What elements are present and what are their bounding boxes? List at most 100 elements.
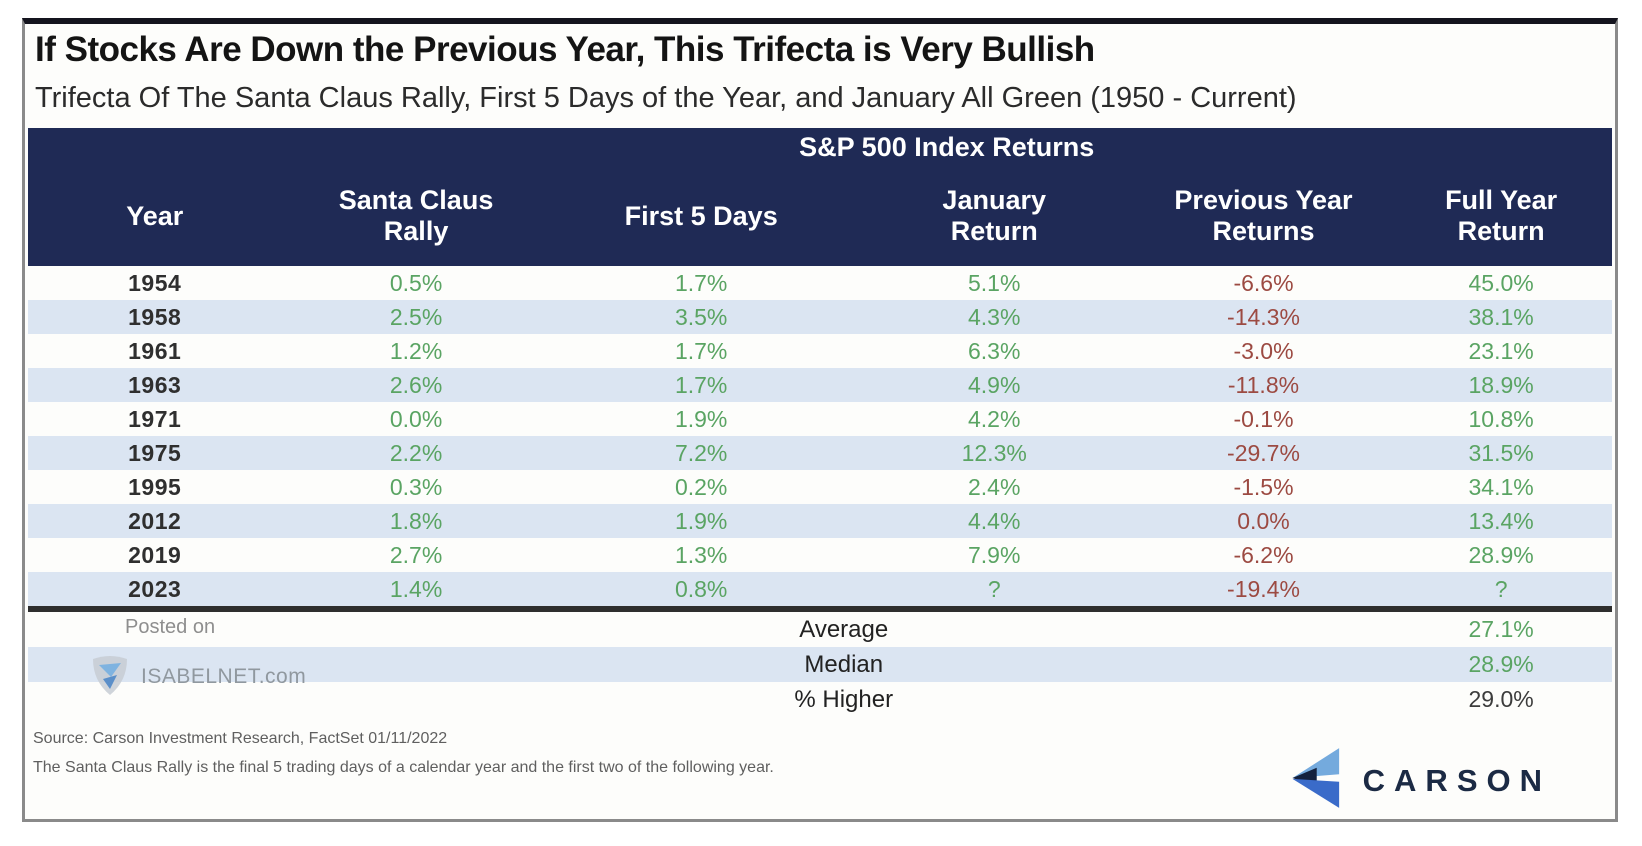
group-header-label: S&P 500 Index Returns bbox=[281, 128, 1612, 166]
cell-year: 2019 bbox=[128, 542, 182, 568]
column-header-full-year-return: Full Year Return bbox=[1390, 166, 1612, 266]
cell-value: -29.7% bbox=[1136, 436, 1391, 470]
cell-value: -14.3% bbox=[1136, 300, 1391, 334]
cell-value: 7.9% bbox=[967, 542, 1021, 568]
table-row: 1963 2.6% 1.7% 4.9% -11.8% 18.9% bbox=[28, 368, 1612, 402]
cell-value: 12.3% bbox=[851, 436, 1137, 470]
cell-value: 2.6% bbox=[281, 368, 551, 402]
definition-line: The Santa Claus Rally is the final 5 tra… bbox=[33, 759, 774, 776]
page-title: If Stocks Are Down the Previous Year, Th… bbox=[35, 30, 1095, 69]
cell-value: 6.3% bbox=[967, 338, 1021, 364]
cell-year: 1975 bbox=[28, 436, 282, 470]
cell-value: 1.7% bbox=[674, 338, 728, 364]
page-subtitle: Trifecta Of The Santa Claus Rally, First… bbox=[35, 82, 1297, 114]
summary-row: % Higher 29.0% bbox=[28, 682, 1612, 717]
cell-year: 1958 bbox=[28, 300, 282, 334]
cell-value: 45.0% bbox=[1468, 270, 1534, 296]
table-frame: If Stocks Are Down the Previous Year, Th… bbox=[22, 18, 1618, 822]
cell-value: 2.5% bbox=[281, 300, 551, 334]
cell-year: 1971 bbox=[128, 406, 182, 432]
cell-value: 23.1% bbox=[1468, 338, 1534, 364]
cell-value: ? bbox=[851, 572, 1137, 612]
summary-spacer bbox=[281, 647, 551, 682]
isabelnet-logo-icon bbox=[87, 651, 133, 702]
cell-year: 1995 bbox=[128, 474, 182, 500]
cell-value: 0.5% bbox=[389, 270, 443, 296]
summary-spacer bbox=[281, 682, 550, 717]
summary-value: 29.0% bbox=[1468, 686, 1534, 712]
cell-value: 0.0% bbox=[389, 406, 443, 432]
watermark-posted-on: Posted on bbox=[125, 616, 216, 638]
cell-value: 1.3% bbox=[674, 542, 728, 568]
table-row: 1961 1.2% 1.7% 6.3% -3.0% 23.1% bbox=[28, 334, 1612, 368]
cell-value: -6.2% bbox=[1233, 542, 1294, 568]
cell-value: 4.2% bbox=[967, 406, 1021, 432]
summary-row: Median 28.9% bbox=[28, 647, 1612, 682]
column-header-year: Year bbox=[28, 166, 282, 266]
summary-spacer bbox=[1137, 682, 1390, 717]
source-line: Source: Carson Investment Research, Fact… bbox=[33, 730, 448, 747]
cell-value: 1.7% bbox=[674, 270, 728, 296]
summary-spacer bbox=[1137, 609, 1390, 647]
summary-spacer bbox=[281, 609, 550, 647]
cell-year: 2023 bbox=[28, 572, 282, 612]
table-body: 1954 0.5% 1.7% 5.1% -6.6% 45.0% 1958 2.5% 3.5% 4.… bbox=[28, 266, 1612, 612]
cell-value: 2.4% bbox=[967, 474, 1021, 500]
table-row: 1958 2.5% 3.5% 4.3% -14.3% 38.1% bbox=[28, 300, 1612, 334]
summary-value: 28.9% bbox=[1390, 647, 1612, 682]
table-header: S&P 500 Index Returns Year Santa Claus R… bbox=[28, 128, 1612, 266]
table-row: 2023 1.4% 0.8%? -19.4%? bbox=[28, 572, 1612, 612]
cell-value: -0.1% bbox=[1233, 406, 1294, 432]
cell-value: 2.2% bbox=[281, 436, 551, 470]
table-row: 1995 0.3% 0.2% 2.4% -1.5% 34.1% bbox=[28, 470, 1612, 504]
cell-value: -3.0% bbox=[1233, 338, 1294, 364]
cell-value: 34.1% bbox=[1468, 474, 1534, 500]
cell-year: 1963 bbox=[28, 368, 282, 402]
summary-label: Median bbox=[550, 647, 1137, 682]
table-row: 1954 0.5% 1.7% 5.1% -6.6% 45.0% bbox=[28, 266, 1612, 300]
cell-year: 1954 bbox=[128, 270, 182, 296]
cell-value: -6.6% bbox=[1233, 270, 1294, 296]
watermark-site-label: ISABELNET.com bbox=[141, 664, 307, 688]
cell-value: 10.8% bbox=[1468, 406, 1534, 432]
cell-value: 1.7% bbox=[550, 368, 852, 402]
column-header-row: Year Santa Claus Rally First 5 Days Janu… bbox=[28, 166, 1612, 266]
table-summary: Average 27.1% Median 28.9% % Higher 29.0% bbox=[28, 609, 1612, 717]
column-header-previous-year-returns: Previous Year Returns bbox=[1136, 166, 1391, 266]
column-header-january-return: January Return bbox=[851, 166, 1137, 266]
group-header-spacer bbox=[28, 128, 282, 166]
cell-value: 4.4% bbox=[851, 504, 1137, 538]
group-header-row: S&P 500 Index Returns bbox=[28, 128, 1612, 166]
cell-year: 2012 bbox=[28, 504, 282, 538]
cell-value: ? bbox=[1390, 572, 1612, 612]
cell-value: 38.1% bbox=[1390, 300, 1612, 334]
cell-value: 1.4% bbox=[281, 572, 551, 612]
table-row: 2019 2.7% 1.3% 7.9% -6.2% 28.9% bbox=[28, 538, 1612, 572]
cell-value: 1.9% bbox=[550, 504, 852, 538]
cell-value: 1.9% bbox=[674, 406, 728, 432]
cell-value: 13.4% bbox=[1390, 504, 1612, 538]
cell-value: 7.2% bbox=[550, 436, 852, 470]
cell-value: 4.3% bbox=[851, 300, 1137, 334]
summary-label: Average bbox=[799, 616, 889, 643]
cell-value: 0.8% bbox=[550, 572, 852, 612]
carson-brand-label: CARSON bbox=[1362, 762, 1551, 798]
cell-value: 0.3% bbox=[389, 474, 443, 500]
watermark: Posted on ISABELNET.com bbox=[87, 616, 306, 702]
table-row: 1975 2.2% 7.2% 12.3% -29.7% 31.5% bbox=[28, 436, 1612, 470]
summary-row: Average 27.1% bbox=[28, 609, 1612, 647]
summary-spacer bbox=[28, 647, 282, 682]
cell-value: 5.1% bbox=[967, 270, 1021, 296]
cell-value: 1.2% bbox=[389, 338, 443, 364]
column-header-santa-claus-rally: Santa Claus Rally bbox=[281, 166, 551, 266]
cell-value: 18.9% bbox=[1390, 368, 1612, 402]
cell-value: -11.8% bbox=[1136, 368, 1391, 402]
table-row: 2012 1.8% 1.9% 4.4% 0.0% 13.4% bbox=[28, 504, 1612, 538]
summary-value: 27.1% bbox=[1468, 616, 1534, 642]
carson-brand: CARSON bbox=[1285, 746, 1551, 815]
summary-label: % Higher bbox=[794, 686, 894, 713]
cell-value: 0.2% bbox=[674, 474, 728, 500]
cell-value: 3.5% bbox=[550, 300, 852, 334]
cell-value: 28.9% bbox=[1468, 542, 1534, 568]
